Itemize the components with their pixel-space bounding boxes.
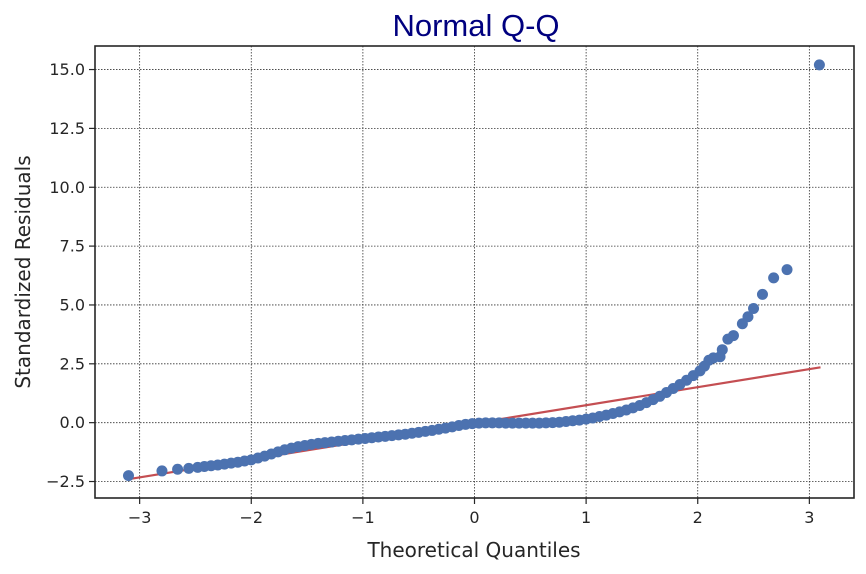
y-axis-label: Standardized Residuals: [11, 155, 35, 388]
x-tick-label: 3: [804, 508, 814, 527]
data-point: [742, 311, 754, 323]
data-point: [727, 330, 739, 342]
data-points: [122, 59, 825, 482]
data-point: [183, 462, 195, 474]
y-tick-label: 12.5: [49, 119, 85, 138]
y-tick-label: 10.0: [49, 178, 85, 197]
y-tick-label: 15.0: [49, 60, 85, 79]
data-point: [781, 264, 793, 276]
y-axis-ticks: −2.5 0.0 2.5 5.0 7.5 10.0 12.5 15.0: [46, 60, 95, 491]
data-point: [768, 272, 780, 284]
y-tick-label: 5.0: [60, 295, 85, 314]
y-tick-label: 2.5: [60, 354, 85, 373]
x-axis-label: Theoretical Quantiles: [366, 538, 580, 562]
chart-title: Normal Q-Q: [392, 8, 559, 43]
x-tick-label: 1: [581, 508, 591, 527]
data-point: [122, 470, 134, 482]
data-point: [156, 465, 168, 477]
y-tick-label: 0.0: [60, 413, 85, 432]
grid-lines: [95, 46, 854, 498]
data-point: [756, 288, 768, 300]
x-tick-label: −1: [351, 508, 375, 527]
x-tick-label: −3: [128, 508, 152, 527]
data-point: [748, 302, 760, 314]
x-tick-label: −2: [239, 508, 263, 527]
data-point: [716, 344, 728, 356]
y-tick-label: −2.5: [46, 472, 85, 491]
data-point: [813, 59, 825, 71]
x-tick-label: 0: [469, 508, 479, 527]
y-tick-label: 7.5: [60, 237, 85, 256]
x-tick-label: 2: [693, 508, 703, 527]
x-axis-ticks: −3 −2 −1 0 1 2 3: [128, 498, 814, 527]
data-point: [172, 463, 184, 475]
